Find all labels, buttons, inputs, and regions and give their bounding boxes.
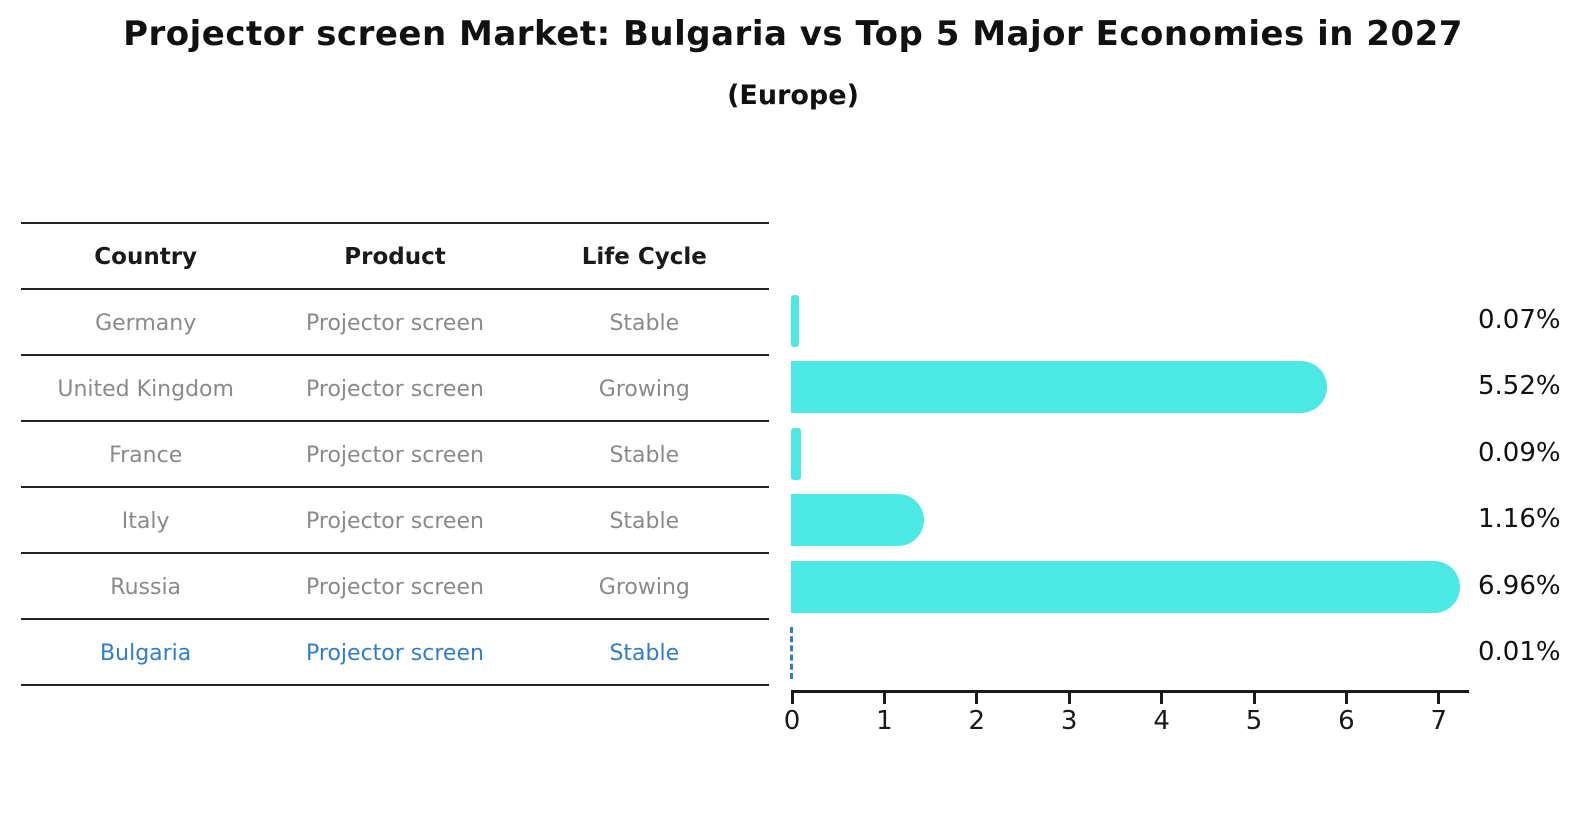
cell-product: Projector screen [306, 574, 484, 600]
bar-highlight-dashed [790, 627, 795, 679]
cell-life-cycle: Growing [598, 376, 690, 402]
table-row: Russia Projector screen Growing [21, 552, 769, 620]
cell-life-cycle: Growing [598, 574, 690, 600]
x-tick-mark [1437, 692, 1441, 704]
chart-subtitle: (Europe) [727, 80, 859, 111]
table-row: Germany Projector screen Stable [21, 288, 769, 356]
cell-country: United Kingdom [57, 376, 234, 402]
x-tick-label: 3 [1060, 706, 1078, 736]
bar [791, 361, 1328, 414]
cell-country: France [109, 442, 183, 468]
cell-life-cycle: Stable [609, 640, 680, 666]
cell-country: Bulgaria [100, 640, 192, 666]
cell-product: Projector screen [306, 310, 484, 336]
x-tick-label: 1 [876, 706, 893, 736]
table-row: United Kingdom Projector screen Growing [21, 354, 769, 422]
column-header-life-cycle: Life Cycle [581, 244, 707, 270]
table-row: France Projector screen Stable [21, 420, 769, 488]
x-tick-label: 5 [1245, 706, 1263, 736]
bar-value-label: 0.09% [1478, 437, 1561, 468]
column-header-country: Country [94, 244, 198, 270]
cell-country: Germany [95, 310, 197, 336]
column-header-product: Product [344, 244, 446, 270]
cell-product: Projector screen [306, 376, 484, 402]
x-tick-label: 2 [968, 706, 986, 736]
bar-value-label: 1.16% [1478, 504, 1561, 535]
x-tick-label: 4 [1153, 706, 1170, 736]
table-header-row: Country Product Life Cycle [21, 222, 769, 290]
cell-life-cycle: Stable [609, 508, 680, 534]
x-tick-mark [1252, 692, 1256, 704]
x-tick-mark [1344, 692, 1348, 704]
x-tick-mark [1160, 692, 1164, 704]
x-tick-mark [975, 692, 979, 704]
bar-value-label: 5.52% [1478, 371, 1561, 402]
table-row: Bulgaria Projector screen Stable [21, 618, 769, 686]
bar-value-label: 0.07% [1478, 305, 1561, 335]
bar [791, 427, 801, 480]
x-tick-mark [882, 692, 886, 704]
cell-country: Russia [110, 574, 182, 600]
bar-value-label: 6.96% [1478, 570, 1561, 601]
cell-life-cycle: Stable [609, 310, 680, 336]
cell-product: Projector screen [306, 508, 484, 534]
bar [791, 494, 925, 547]
x-tick-label: 6 [1338, 706, 1355, 736]
table-row: Italy Projector screen Stable [21, 486, 769, 554]
bar [791, 295, 799, 347]
x-tick-mark [790, 692, 794, 704]
x-tick-mark [1067, 692, 1071, 704]
x-tick-label: 0 [783, 706, 801, 736]
cell-life-cycle: Stable [609, 442, 680, 468]
cell-country: Italy [121, 508, 170, 534]
bar-value-label: 0.01% [1478, 637, 1561, 667]
chart-title: Projector screen Market: Bulgaria vs Top… [123, 14, 1463, 54]
table-bottom-rule [21, 684, 769, 686]
cell-product: Projector screen [306, 640, 484, 666]
bar [791, 560, 1461, 613]
cell-product: Projector screen [306, 442, 484, 468]
x-axis-line [791, 690, 1469, 693]
x-tick-label: 7 [1430, 706, 1448, 736]
